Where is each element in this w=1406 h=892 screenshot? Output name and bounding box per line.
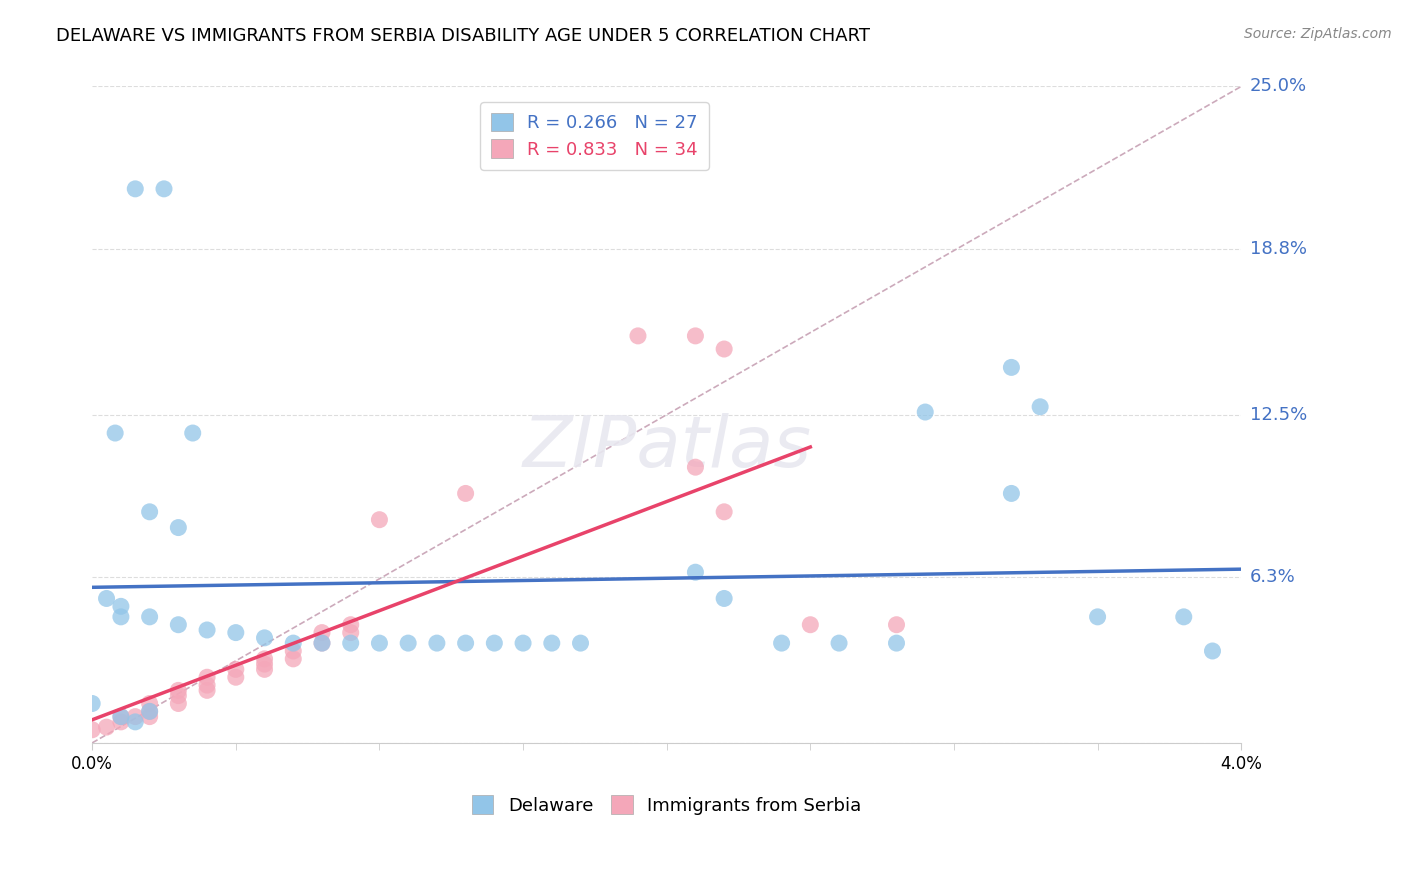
Point — [713, 505, 735, 519]
Point — [283, 644, 305, 658]
Point — [82, 723, 104, 737]
Point — [426, 636, 449, 650]
Point — [153, 182, 176, 196]
Point — [110, 709, 132, 723]
Point — [195, 678, 218, 692]
Point — [195, 683, 218, 698]
Point — [540, 636, 562, 650]
Point — [96, 591, 118, 606]
Point — [311, 636, 333, 650]
Point — [512, 636, 534, 650]
Point — [167, 617, 190, 632]
Point — [713, 591, 735, 606]
Point — [138, 705, 160, 719]
Point — [713, 342, 735, 356]
Point — [886, 617, 908, 632]
Point — [311, 625, 333, 640]
Point — [454, 486, 477, 500]
Point — [167, 520, 190, 534]
Point — [1201, 644, 1223, 658]
Point — [339, 636, 361, 650]
Text: 25.0%: 25.0% — [1250, 78, 1308, 95]
Point — [253, 652, 276, 666]
Point — [283, 636, 305, 650]
Point — [195, 670, 218, 684]
Point — [1000, 486, 1022, 500]
Point — [138, 709, 160, 723]
Point — [339, 625, 361, 640]
Text: DELAWARE VS IMMIGRANTS FROM SERBIA DISABILITY AGE UNDER 5 CORRELATION CHART: DELAWARE VS IMMIGRANTS FROM SERBIA DISAB… — [56, 27, 870, 45]
Point — [124, 714, 146, 729]
Point — [167, 697, 190, 711]
Point — [124, 182, 146, 196]
Point — [104, 425, 127, 440]
Point — [770, 636, 793, 650]
Point — [225, 670, 247, 684]
Point — [828, 636, 851, 650]
Point — [484, 636, 506, 650]
Point — [110, 610, 132, 624]
Point — [685, 329, 707, 343]
Text: 6.3%: 6.3% — [1250, 568, 1295, 586]
Point — [138, 610, 160, 624]
Point — [685, 565, 707, 579]
Point — [396, 636, 419, 650]
Point — [110, 709, 132, 723]
Text: 18.8%: 18.8% — [1250, 240, 1306, 259]
Point — [454, 636, 477, 650]
Point — [253, 662, 276, 676]
Point — [138, 505, 160, 519]
Text: Source: ZipAtlas.com: Source: ZipAtlas.com — [1244, 27, 1392, 41]
Text: 12.5%: 12.5% — [1250, 406, 1308, 424]
Point — [368, 513, 391, 527]
Point — [167, 683, 190, 698]
Point — [96, 720, 118, 734]
Point — [1029, 400, 1052, 414]
Legend: Delaware, Immigrants from Serbia: Delaware, Immigrants from Serbia — [464, 788, 869, 822]
Point — [311, 636, 333, 650]
Point — [283, 652, 305, 666]
Point — [195, 623, 218, 637]
Point — [799, 617, 821, 632]
Point — [225, 625, 247, 640]
Point — [110, 714, 132, 729]
Point — [627, 329, 650, 343]
Point — [1000, 360, 1022, 375]
Point — [82, 697, 104, 711]
Point — [339, 617, 361, 632]
Point — [167, 689, 190, 703]
Point — [138, 705, 160, 719]
Point — [253, 657, 276, 672]
Point — [1087, 610, 1109, 624]
Point — [368, 636, 391, 650]
Point — [181, 425, 204, 440]
Point — [225, 662, 247, 676]
Point — [253, 631, 276, 645]
Text: ZIPatlas: ZIPatlas — [522, 413, 811, 482]
Point — [914, 405, 936, 419]
Point — [138, 697, 160, 711]
Point — [124, 709, 146, 723]
Point — [110, 599, 132, 614]
Point — [569, 636, 592, 650]
Point — [685, 460, 707, 475]
Point — [886, 636, 908, 650]
Point — [1173, 610, 1195, 624]
